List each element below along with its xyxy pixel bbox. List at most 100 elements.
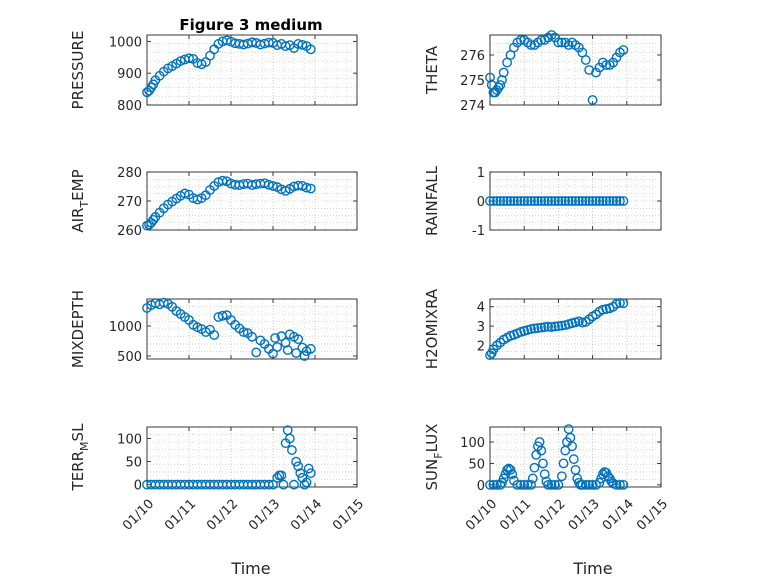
data-series (142, 35, 316, 98)
data-point (301, 477, 312, 488)
data-point (553, 196, 564, 206)
x-tick-label: 01/11 (162, 497, 199, 534)
data-point (184, 53, 194, 64)
data-point (148, 214, 159, 225)
axes-box (146, 298, 358, 360)
data-point (556, 471, 567, 482)
data-point (272, 342, 283, 352)
data-point (263, 479, 274, 490)
data-point (543, 479, 554, 490)
data-point (505, 196, 516, 206)
y-axis-label: AIRTEMP (69, 169, 91, 232)
subplot-1: 800 900 1000 PRESSURE (69, 31, 358, 114)
data-point (618, 45, 629, 55)
data-point (299, 479, 310, 490)
y-tick-label: 0 (477, 195, 485, 210)
data-point (505, 464, 516, 475)
data-point (251, 347, 262, 358)
data-point (280, 337, 291, 348)
data-point (587, 95, 598, 105)
data-point (532, 323, 543, 333)
data-point (192, 194, 203, 205)
y-tick-label: 280 (117, 166, 142, 181)
plot-area (490, 427, 661, 487)
data-point (594, 196, 605, 206)
y-tick-label: 3 (477, 320, 485, 335)
data-point (611, 479, 622, 490)
y-axis-label: TERRMSL (69, 423, 91, 492)
data-point (179, 188, 190, 199)
data-point (591, 67, 601, 78)
data-point (297, 39, 308, 50)
data-point (543, 196, 554, 206)
data-series (485, 196, 629, 206)
y-tick-label: 1000 (109, 320, 142, 335)
data-point (221, 35, 232, 46)
x-tick-label: 01/15 (330, 497, 367, 534)
y-axis-label: H2OMIXRA (423, 288, 441, 369)
data-point (488, 196, 499, 206)
x-tick-label: 01/13 (246, 497, 283, 534)
data-point (543, 321, 554, 332)
data-point (301, 182, 312, 193)
data-point (611, 52, 622, 63)
y-tick-label: 800 (117, 99, 142, 114)
data-point (217, 310, 228, 321)
data-point (604, 196, 615, 206)
data-point (563, 196, 574, 206)
data-point (268, 479, 278, 490)
x-tick-label: 01/14 (600, 497, 637, 534)
data-point (491, 85, 502, 95)
data-point (485, 196, 495, 206)
data-point (217, 175, 228, 186)
data-point (546, 322, 557, 332)
data-point (291, 456, 301, 467)
data-series (142, 175, 316, 231)
data-point (603, 471, 613, 482)
data-point (539, 196, 550, 206)
data-point (495, 196, 506, 206)
data-series (142, 297, 316, 361)
data-point (512, 479, 523, 490)
axes-box (489, 34, 662, 106)
data-point (580, 196, 591, 206)
y-tick-label: 274 (460, 99, 485, 114)
data-point (550, 32, 560, 43)
subplot-6: 2 3 4 H2OMIXRA (423, 288, 662, 369)
data-point (289, 479, 299, 490)
data-point (515, 479, 526, 490)
data-point (485, 479, 495, 490)
y-tick-label: -1 (472, 224, 485, 239)
data-point (291, 348, 301, 358)
data-series (142, 425, 316, 490)
data-point (584, 196, 595, 206)
data-point (546, 196, 557, 206)
data-point (553, 37, 564, 48)
data-point (284, 433, 295, 444)
data-point (247, 331, 257, 342)
data-point (515, 196, 526, 206)
data-point (558, 458, 569, 469)
y-axis-label: SUNFLUX (423, 424, 445, 491)
data-point (519, 479, 530, 490)
subplot-3: 260 270 280 AIRTEMP (69, 166, 358, 239)
data-point (597, 196, 608, 206)
data-point (608, 196, 619, 206)
y-axis-label: PRESSURE (69, 31, 87, 110)
data-point (238, 327, 249, 337)
y-axis-label: RAINFALL (423, 165, 441, 236)
data-series (485, 297, 629, 361)
data-point (574, 196, 584, 206)
data-point (584, 479, 595, 490)
data-point (498, 196, 509, 206)
y-tick-label: 275 (460, 74, 485, 89)
data-point (522, 479, 533, 490)
data-point (546, 479, 557, 490)
data-point (587, 479, 598, 490)
subplot-7: 0 50 100 01/10 01/11 01/12 01/13 01/14 01/15 TERR… (69, 423, 367, 534)
data-point (591, 196, 601, 206)
data-point (532, 196, 543, 206)
data-point (270, 333, 280, 343)
